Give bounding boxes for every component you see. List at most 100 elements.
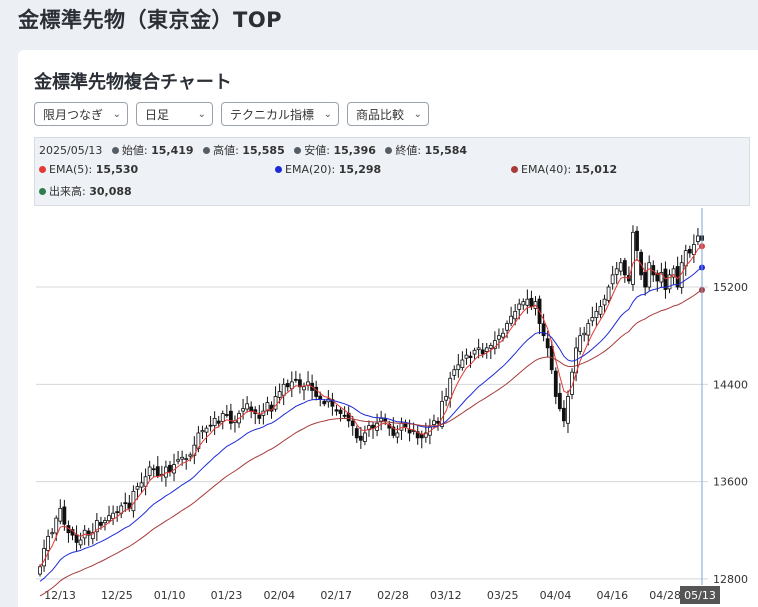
ema40-line <box>39 289 703 597</box>
x-tick-label: 03/25 <box>487 589 519 602</box>
candle-body <box>468 355 473 358</box>
candle-body <box>322 400 327 405</box>
candle-body <box>419 434 424 439</box>
candle-body <box>265 402 270 412</box>
candle-body <box>517 303 522 310</box>
candle-body <box>635 230 639 251</box>
chevron-down-icon: ⌄ <box>197 109 206 120</box>
candle-body <box>90 532 95 540</box>
candle-body <box>647 262 652 288</box>
volume-value: 30,088 <box>89 185 132 198</box>
candle-body <box>683 250 688 267</box>
compare-label: 商品比較 <box>356 108 405 122</box>
ema20-value: 15,298 <box>338 163 382 176</box>
candle-body <box>220 413 225 422</box>
x-tick-label: 02/04 <box>263 589 295 602</box>
y-tick-label: 14400 <box>713 378 748 391</box>
candle-body <box>224 414 229 416</box>
candle-body <box>298 379 302 388</box>
candle-body <box>131 490 136 512</box>
ema5-dot-icon <box>39 166 46 173</box>
candle-body <box>440 400 444 427</box>
candle-body <box>622 260 627 276</box>
candle-body <box>691 244 696 255</box>
candle-body <box>46 535 51 551</box>
ema20-label: EMA(20): <box>285 163 336 176</box>
candle-body <box>94 520 99 533</box>
candle-body <box>143 476 148 487</box>
x-tick-label: 04/16 <box>596 589 628 602</box>
candle-body <box>281 383 286 396</box>
candle-body <box>505 323 509 331</box>
candle-body <box>58 507 63 522</box>
candle-body <box>521 301 526 306</box>
info-date: 2025/05/13 <box>39 144 103 157</box>
low-dot-icon <box>294 147 302 154</box>
x-tick-label: 02/17 <box>320 589 352 602</box>
technical-dropdown[interactable]: テクニカル指標 ⌄ <box>221 102 339 126</box>
x-tick-label: 01/23 <box>211 589 243 602</box>
ohlc-info-panel: 2025/05/13 始値: 15,419 高値: 15,585 安値: 15,… <box>34 137 750 206</box>
candle-body <box>444 396 449 401</box>
candle-body <box>139 482 144 488</box>
candle-body <box>606 286 611 301</box>
candle-body <box>464 354 469 359</box>
candle-body <box>436 420 440 424</box>
candle-body <box>391 426 396 436</box>
candle-body <box>509 315 514 324</box>
candle-body <box>643 271 648 288</box>
candle-body <box>557 392 562 410</box>
candle-body <box>168 464 172 473</box>
candle-body <box>147 466 152 477</box>
x-tick-label: 01/10 <box>154 589 186 602</box>
y-tick-label: 12800 <box>713 573 748 586</box>
candle-body <box>671 268 676 278</box>
candle-body <box>249 406 254 412</box>
candle-body <box>155 466 160 476</box>
candle-body <box>545 338 550 349</box>
y-tick-label: 15200 <box>713 281 748 294</box>
candle-body <box>667 274 672 290</box>
candle-body <box>566 396 570 424</box>
candle-body <box>631 231 635 285</box>
x-tick-label: 03/12 <box>430 589 462 602</box>
chevron-down-icon: ⌄ <box>112 109 121 120</box>
contract-month-dropdown[interactable]: 限月つなぎ ⌄ <box>34 102 128 126</box>
close-value: 15,584 <box>424 144 468 157</box>
candle-body <box>525 298 530 306</box>
candle-body <box>151 468 156 471</box>
x-tick-label: 12/25 <box>101 589 133 602</box>
technical-label: テクニカル指標 <box>230 108 315 122</box>
candle-body <box>492 340 497 349</box>
x-tick-label: 04/28 <box>649 589 681 602</box>
candle-body <box>54 517 59 534</box>
candle-body <box>379 417 384 422</box>
candle-body <box>127 502 132 509</box>
chevron-down-icon: ⌄ <box>413 109 422 120</box>
candle-body <box>415 431 420 439</box>
candle-body <box>42 548 46 567</box>
timeframe-label: 日足 <box>145 108 170 122</box>
candle-body <box>111 512 116 519</box>
candle-body <box>330 399 335 407</box>
candle-body <box>460 359 465 368</box>
timeframe-dropdown[interactable]: 日足 ⌄ <box>136 102 213 126</box>
candle-body <box>123 502 128 505</box>
candle-body <box>216 420 221 424</box>
candle-body <box>293 378 298 381</box>
candle-body <box>687 248 692 254</box>
candle-body <box>176 459 180 462</box>
compare-dropdown[interactable]: 商品比較 ⌄ <box>347 102 429 126</box>
candle-body <box>103 520 107 524</box>
candle-body <box>432 420 436 425</box>
candle-body <box>399 422 404 431</box>
candle-body <box>62 506 67 525</box>
candle-body <box>456 364 461 371</box>
low-label: 安値: <box>304 144 330 157</box>
candle-body <box>180 456 185 460</box>
candle-body <box>228 410 233 424</box>
candle-body <box>423 432 428 438</box>
candle-body <box>602 298 607 306</box>
candle-body <box>164 466 168 478</box>
